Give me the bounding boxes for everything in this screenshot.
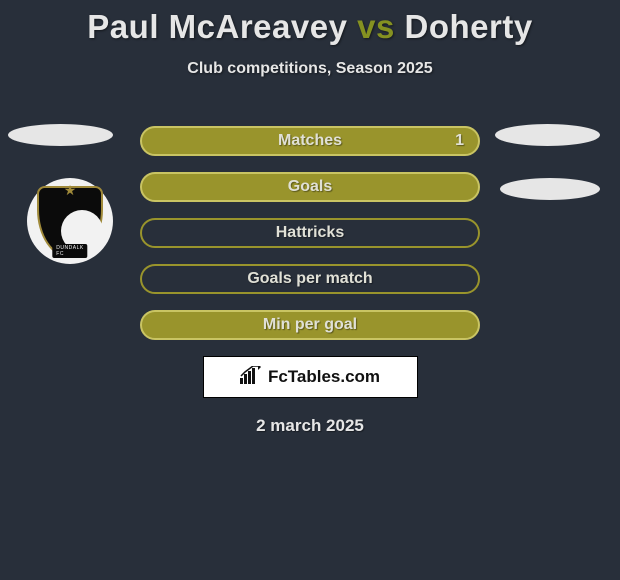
stat-label: Goals per match (247, 270, 372, 288)
crest-star-icon: ★ (64, 182, 77, 199)
page-title: Paul McAreavey vs Doherty (0, 0, 620, 46)
title-player-b: Doherty (405, 8, 533, 45)
side-ellipse-left-top (8, 124, 113, 146)
brand-box: FcTables.com (203, 356, 418, 398)
bars-icon (240, 366, 262, 389)
brand-text: FcTables.com (268, 367, 380, 387)
stat-label: Matches (278, 132, 342, 150)
crest-ribbon: DUNDALK FC (52, 244, 87, 258)
side-ellipse-right-mid (500, 178, 600, 200)
club-crest: ★ DUNDALK FC (27, 178, 113, 264)
stat-bar-min-per-goal: Min per goal (140, 310, 480, 340)
stat-label: Min per goal (263, 316, 357, 334)
stat-bars: Matches 1 Goals Hattricks Goals per matc… (140, 126, 480, 340)
side-ellipse-right-top (495, 124, 600, 146)
stat-label: Goals (288, 178, 332, 196)
date-text: 2 march 2025 (0, 416, 620, 436)
stat-bar-matches: Matches 1 (140, 126, 480, 156)
title-player-a: Paul McAreavey (87, 8, 347, 45)
title-vs: vs (357, 8, 395, 45)
stat-value: 1 (455, 132, 464, 150)
stat-label: Hattricks (276, 224, 344, 242)
subtitle: Club competitions, Season 2025 (0, 60, 620, 78)
stat-bar-goals: Goals (140, 172, 480, 202)
stat-bar-goals-per-match: Goals per match (140, 264, 480, 294)
stat-bar-hattricks: Hattricks (140, 218, 480, 248)
